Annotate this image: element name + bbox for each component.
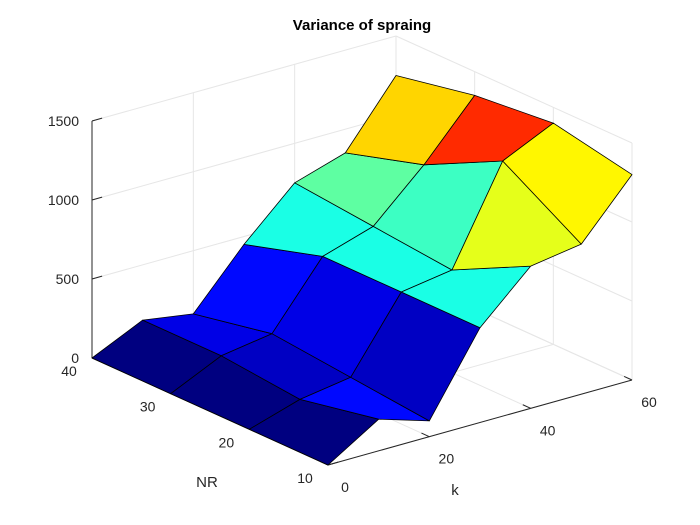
grid-line	[395, 35, 633, 144]
y-tick-label: 10	[297, 470, 313, 486]
z-tick-label: 1500	[48, 113, 79, 129]
x-axis-line	[327, 379, 633, 466]
y-tick-label: 20	[219, 434, 235, 450]
z-tick-label: 500	[56, 271, 80, 287]
z-tick-label: 1000	[48, 192, 79, 208]
y-tick-label: 40	[61, 363, 77, 379]
z-tick-mark	[91, 275, 103, 280]
surface-patch	[502, 122, 633, 245]
grid-line	[91, 35, 397, 122]
surface-patches	[91, 75, 633, 466]
y-tick-mark	[327, 461, 339, 466]
z-tick-mark	[91, 117, 103, 122]
z-tick-mark	[91, 196, 103, 201]
x-tick-label: 60	[641, 394, 657, 410]
x-axis-label: k	[451, 482, 459, 499]
y-tick-label: 30	[140, 399, 156, 415]
x-tick-label: 0	[341, 479, 349, 495]
x-tick-label: 40	[540, 422, 556, 438]
x-tick-mark	[623, 375, 633, 381]
grid-line	[91, 114, 397, 201]
y-axis-label: NR	[196, 474, 218, 491]
chart-title: Variance of spraing	[293, 17, 431, 34]
x-tick-mark	[522, 404, 531, 409]
z-tick-label: 0	[71, 350, 79, 366]
x-tick-mark	[421, 432, 430, 438]
x-tick-label: 20	[439, 451, 455, 467]
